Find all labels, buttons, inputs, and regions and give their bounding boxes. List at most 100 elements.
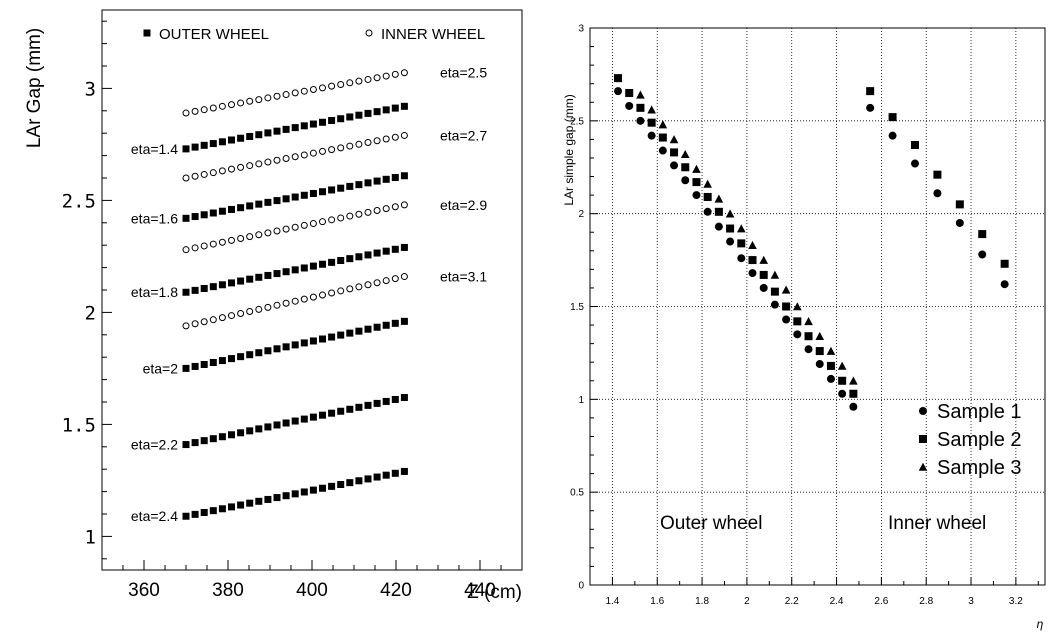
outer-wheel-point (300, 415, 308, 423)
outer-wheel-point (264, 129, 272, 137)
sample-1-point (681, 176, 690, 185)
inner-wheel-point (182, 174, 190, 182)
left-y-axis-label: LAr Gap (mm) (24, 28, 45, 148)
sample-2-point (726, 224, 735, 233)
inner-wheel-point (182, 322, 190, 330)
outer-wheel-point (209, 140, 217, 148)
inner-wheel-point (337, 287, 345, 295)
inner-wheel-point (273, 227, 281, 235)
outer-wheel-point (209, 359, 217, 367)
inner-wheel-point (273, 156, 281, 164)
right-chart: 1.4 1.6 1.8 2 2.2 2.4 2.6 2.8 3 3.200.511.522.53 … (562, 24, 1046, 631)
outer-wheel-point (382, 471, 390, 479)
outer-wheel-point (218, 433, 226, 441)
sample-1-point (866, 103, 875, 112)
inner-wheel-point (300, 295, 308, 303)
outer-wheel-point (346, 182, 354, 190)
inner-wheel-point (355, 210, 363, 218)
outer-wheel-point (391, 104, 399, 112)
x-tick-label: 2.8 (919, 596, 933, 607)
outer-wheel-point (264, 347, 272, 355)
sample-2-point (658, 133, 667, 142)
sample-3-point (736, 224, 746, 233)
sample-2-point (804, 332, 813, 341)
outer-wheel-point (237, 134, 245, 142)
inner-wheel-point (309, 149, 317, 157)
inner-wheel-point (309, 293, 317, 301)
outer-wheel-point (228, 431, 235, 439)
sample-1-point (978, 250, 987, 259)
sample-1-point (726, 237, 735, 246)
y-tick-label: 2 (85, 302, 96, 324)
right-tick-labels: 1.4 1.6 1.8 2 2.2 2.4 2.6 2.8 3 3.2 0 0.5 1 1.5 2 2.5 3 (570, 24, 1023, 608)
outer-wheel-point (218, 138, 226, 146)
outer-wheel-point (291, 193, 299, 201)
outer-wheel-point (309, 486, 317, 494)
sample-3-point (826, 346, 836, 355)
sample-2-point (759, 270, 768, 279)
inner-wheel-point (373, 279, 381, 287)
x-tick-label: 2.2 (785, 596, 799, 607)
outer-wheel-point (273, 127, 281, 135)
inner-wheel-point (373, 137, 381, 145)
outer-wheel-point (400, 467, 408, 475)
y-tick-label: 3 (578, 24, 584, 35)
sample-2-point (978, 230, 987, 239)
series-label: eta=1.4 (131, 141, 178, 157)
outer-wheel-point (273, 345, 281, 353)
sample-2-point (692, 178, 701, 187)
left-x-axis-label: Z (cm) (467, 582, 522, 603)
inner-wheel-point (282, 225, 290, 233)
legend-outer-wheel-marker (143, 29, 151, 37)
inner-wheel-annotation: Inner wheel (888, 513, 986, 534)
inner-wheel-point (218, 102, 226, 110)
outer-wheel-point (346, 113, 354, 121)
outer-wheel-point (237, 353, 245, 361)
legend-sample-3-marker (918, 462, 928, 471)
sample-3-point (714, 194, 724, 203)
inner-wheel-point (300, 221, 308, 229)
inner-wheel-point (209, 316, 217, 324)
inner-wheel-point (191, 107, 199, 115)
outer-wheel-point (273, 494, 281, 502)
outer-wheel-point (391, 245, 399, 253)
outer-wheel-point (255, 497, 263, 505)
outer-wheel-point (328, 333, 336, 341)
outer-wheel-point (264, 198, 272, 206)
x-tick-label: 360 (128, 580, 160, 601)
outer-wheel-point (319, 260, 326, 268)
outer-wheel-point (337, 184, 345, 192)
inner-wheel-point (400, 273, 408, 281)
outer-wheel-point (282, 125, 290, 133)
sample-3-point (703, 179, 712, 188)
sample-3-point (725, 209, 735, 218)
inner-wheel-point (228, 101, 235, 109)
sample-2-point (770, 287, 779, 296)
series-label: eta=2.5 (440, 65, 487, 81)
outer-wheel-point (246, 499, 254, 507)
outer-wheel-point (309, 189, 317, 197)
outer-wheel-point (391, 319, 399, 327)
inner-wheel-point (218, 167, 226, 175)
sample-1-point (793, 330, 802, 339)
right-data-points (614, 74, 1009, 411)
outer-wheel-point (273, 421, 281, 429)
outer-wheel-point (382, 321, 390, 329)
outer-wheel-point (391, 469, 399, 477)
sample-1-point (826, 374, 835, 383)
sample-3-point (759, 255, 769, 264)
outer-wheel-point (400, 394, 408, 402)
outer-wheel-point (191, 439, 199, 447)
outer-wheel-point (373, 249, 381, 257)
sample-1-point (759, 283, 768, 292)
outer-wheel-point (218, 505, 226, 513)
inner-wheel-point (273, 92, 281, 100)
sample-3-point (748, 240, 757, 250)
inner-wheel-point (282, 154, 290, 162)
outer-wheel-point (346, 255, 354, 263)
inner-wheel-point (209, 104, 217, 112)
sample-3-point (669, 135, 679, 144)
sample-1-point (636, 116, 645, 125)
inner-wheel-point (355, 140, 363, 148)
inner-wheel-point (328, 146, 336, 154)
